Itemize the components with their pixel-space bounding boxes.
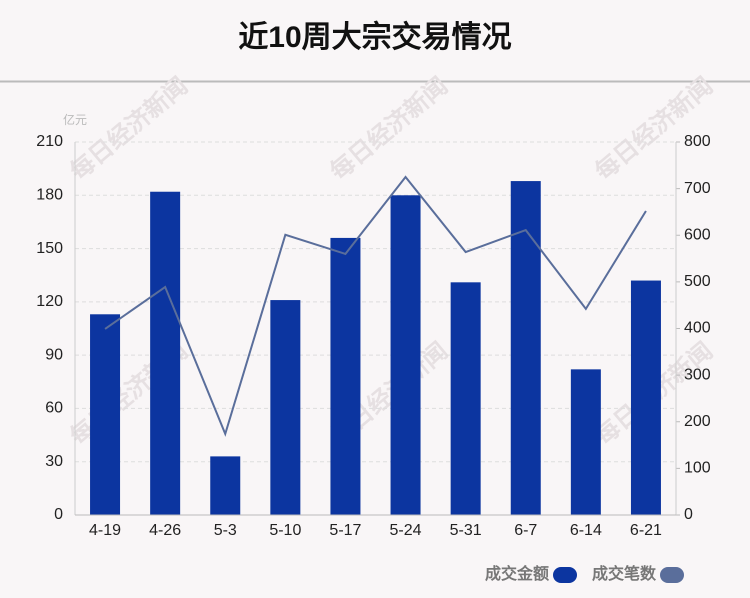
bar xyxy=(630,280,661,515)
x-tick-label: 5-3 xyxy=(214,522,237,539)
y2-tick-label: 700 xyxy=(684,180,711,197)
y2-tick-label: 800 xyxy=(684,133,711,150)
x-tick-label: 6-14 xyxy=(570,522,602,539)
y2-tick-label: 600 xyxy=(684,226,711,243)
y-unit: 亿元 xyxy=(63,112,87,127)
y2-tick-label: 100 xyxy=(684,460,711,477)
x-tick-label: 4-26 xyxy=(149,522,181,539)
x-tick-label: 6-7 xyxy=(514,522,537,539)
bar xyxy=(450,282,481,515)
x-tick-label: 4-19 xyxy=(89,522,121,539)
x-tick-label: 6-21 xyxy=(630,522,662,539)
y2-tick-label: 500 xyxy=(684,273,711,290)
y2-tick-label: 200 xyxy=(684,413,711,430)
y-tick-label: 30 xyxy=(45,453,63,470)
bar xyxy=(510,181,541,516)
bar xyxy=(330,237,361,515)
bar xyxy=(570,369,601,515)
legend-swatch xyxy=(553,567,577,583)
bar xyxy=(90,314,121,515)
y2-tick-label: 300 xyxy=(684,366,711,383)
x-tick-label: 5-10 xyxy=(269,522,301,539)
y-tick-label: 210 xyxy=(36,133,63,150)
x-tick-label: 5-24 xyxy=(390,522,422,539)
y-tick-label: 0 xyxy=(54,506,63,523)
legend-swatch xyxy=(660,567,684,583)
plot: 0 30 60 90 120 150 180 210 0 100 200 300 400 500 600 70… xyxy=(36,133,711,583)
line xyxy=(104,175,647,437)
bar xyxy=(150,191,181,515)
x-tick-label: 5-31 xyxy=(450,522,482,539)
chart-title: 近10周大宗交易情况 xyxy=(238,20,511,54)
y-tick-label: 150 xyxy=(36,240,63,257)
legend-label: 成交金额 xyxy=(485,564,549,583)
y2-tick-label: 0 xyxy=(684,506,693,523)
y2-tick-label: 400 xyxy=(684,320,711,337)
bar xyxy=(390,195,421,516)
bar xyxy=(210,456,241,515)
legend-label: 成交笔数 xyxy=(592,564,657,583)
y-tick-label: 90 xyxy=(45,346,63,363)
bar xyxy=(270,300,301,515)
y-tick-label: 120 xyxy=(36,293,63,310)
y-tick-label: 60 xyxy=(45,400,63,417)
x-tick-label: 5-17 xyxy=(329,522,361,539)
y-tick-label: 180 xyxy=(36,187,63,204)
